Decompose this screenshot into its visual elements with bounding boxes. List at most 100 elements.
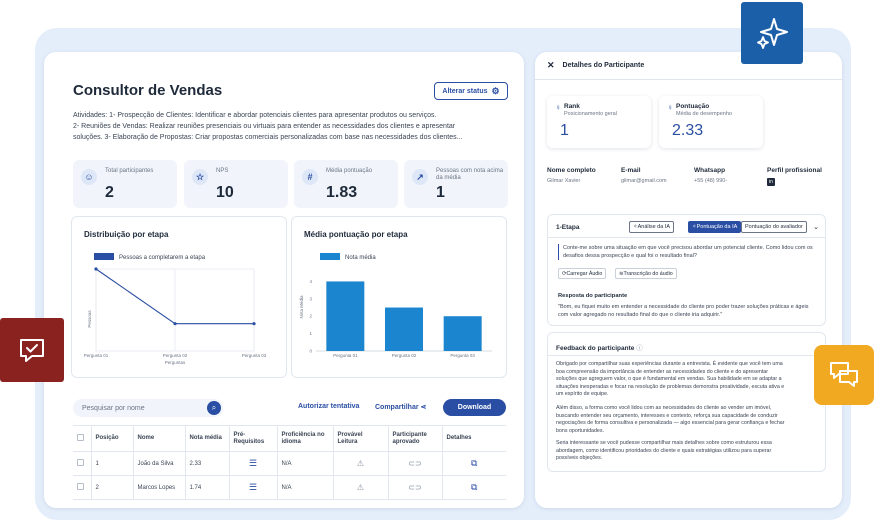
full-name-field: Nome completo Gilmar Xavier	[547, 167, 596, 184]
select-all-cell	[73, 425, 92, 452]
participant-details-panel: ✕ Detalhes do Participante ♀ Rank Posici…	[535, 52, 842, 508]
y-tick-label: 2	[309, 314, 312, 319]
info-icon[interactable]: ⓘ	[636, 345, 643, 352]
stat-label: Média pontuação	[326, 168, 373, 174]
table-row[interactable]: 2 Marcos Lopes 1.74 ☰ N/A ⚠ ⊂⊃ ⧉	[73, 475, 506, 500]
details-cell: ⧉	[442, 475, 506, 500]
button-label: Carregar Áudio	[566, 270, 603, 277]
y-tick-label: 3	[309, 296, 312, 301]
table-row[interactable]: 1 João da Silva 2.33 ☰ N/A ⚠ ⊂⊃ ⧉	[73, 451, 506, 476]
participants-table: Posição Nome Nota média Pré-Requisitos P…	[73, 425, 506, 500]
y-tick-label: 4	[309, 279, 312, 284]
toggle-icon[interactable]: ⊂⊃	[408, 483, 422, 492]
reading-cell: ⚠	[333, 451, 389, 476]
external-link-icon[interactable]: ⧉	[471, 482, 478, 492]
button-label: Transcrição do áudio	[623, 270, 673, 277]
select-all-checkbox[interactable]	[77, 433, 84, 441]
position-cell: 1	[91, 451, 134, 476]
proficiency-cell: N/A	[277, 451, 334, 476]
hash-icon: #	[302, 169, 318, 185]
close-icon[interactable]: ✕	[547, 60, 555, 70]
column-header: Nome	[133, 425, 186, 452]
stat-total-participants: ☺ Total participantes 2	[73, 160, 177, 208]
stat-label: Total participantes	[105, 168, 154, 174]
divider	[548, 237, 825, 238]
field-label: Nome completo	[547, 167, 596, 174]
whatsapp-field: Whatsapp +55 (48) 990-	[694, 167, 727, 184]
share-icon: ⋖	[420, 404, 427, 411]
row-checkbox[interactable]	[77, 459, 84, 466]
tab-ai-score[interactable]: ✧ Pontuação da IA	[688, 221, 742, 233]
stat-nps: ☆ NPS 10	[184, 160, 288, 208]
chevron-down-icon[interactable]: ⌄	[813, 224, 819, 231]
score-card: ♀ Pontuação Média de desempenho 2.33	[659, 96, 763, 148]
chart-title: Distribuição por etapa	[84, 230, 169, 239]
chart-grid	[95, 268, 255, 352]
legend-label: Pessoas a completarem a etapa	[119, 255, 206, 261]
score-cell: 2.33	[185, 451, 230, 476]
search-input[interactable]: Pesquisar por nome ⌕	[73, 399, 223, 417]
feedback-section: Feedback do participante ⓘ Obrigado por …	[547, 332, 826, 472]
activities-description: Atividades: 1- Prospecção de Clientes: I…	[73, 110, 499, 143]
position-cell: 2	[91, 475, 134, 500]
details-cell: ⧉	[442, 451, 506, 476]
sparkle-icon	[757, 18, 788, 49]
y-axis-label: Pessoas	[87, 310, 92, 328]
stat-value: 1.83	[326, 184, 358, 201]
feedback-paragraph: Obrigado por compartilhar suas experiênc…	[556, 361, 785, 397]
field-label: E-mail	[621, 167, 641, 174]
feedback-title: Feedback do participante ⓘ	[556, 342, 643, 352]
list-icon[interactable]: ☰	[248, 458, 258, 468]
row-checkbox[interactable]	[77, 483, 84, 490]
tab-evaluator-score[interactable]: Pontuação do avaliador	[741, 221, 807, 233]
warning-icon: ⚠	[356, 459, 365, 468]
download-button[interactable]: Download	[443, 399, 506, 416]
job-overview-card: Consultor de Vendas Alterar status ⚙ Ati…	[44, 52, 524, 508]
share-button[interactable]: Compartilhar ⋖	[375, 403, 426, 411]
approved-cell: ⊂⊃	[388, 451, 443, 476]
approved-cell: ⊂⊃	[388, 475, 443, 500]
linkedin-icon[interactable]: in	[767, 178, 775, 186]
search-placeholder: Pesquisar por nome	[82, 404, 145, 412]
data-point	[94, 267, 98, 271]
x-axis-label: Perguntas	[165, 360, 186, 365]
legend-swatch	[320, 253, 340, 260]
score-cell: 1.74	[185, 475, 230, 500]
row-select-cell	[73, 451, 92, 476]
x-tick-label: Pergunta 02	[392, 353, 417, 358]
field-value: gilmar@gmail.com	[621, 178, 667, 184]
external-link-icon[interactable]: ⧉	[471, 458, 478, 468]
authorize-attempt-button[interactable]: Autorizar tentativa	[298, 403, 360, 410]
users-icon: ☺	[81, 169, 97, 185]
audio-transcription-button[interactable]: ≋ Transcrição do áudio	[615, 268, 677, 279]
load-audio-button[interactable]: ⟳ Carregar Áudio	[558, 268, 607, 279]
change-status-button[interactable]: Alterar status ⚙	[434, 82, 508, 100]
gear-icon: ⚙	[491, 85, 500, 96]
metric-value: 2.33	[672, 122, 704, 139]
tab-ai-analysis[interactable]: ✧ Análise da IA	[629, 221, 675, 233]
warning-icon: ⚠	[356, 483, 365, 492]
toggle-icon[interactable]: ⊂⊃	[408, 459, 422, 468]
stage-section: 1-Etapa ✧ Análise da IA ✧ Pontuação da I…	[547, 214, 826, 326]
metric-subtitle: Posicionamento geral	[564, 111, 617, 117]
column-header: Proficiência no idioma	[277, 425, 334, 452]
table-header-row: Posição Nome Nota média Pré-Requisitos P…	[73, 425, 506, 452]
column-header: Provável Leitura	[333, 425, 389, 452]
bar	[326, 281, 365, 351]
metric-subtitle: Média de desempenho	[676, 111, 732, 117]
y-axis-label: Nota Média	[299, 295, 304, 319]
average-score-chart: Média pontuação por etapa Nota média Not…	[291, 216, 507, 378]
y-tick-label: 1	[309, 331, 312, 336]
prerequisites-cell: ☰	[229, 451, 278, 476]
feedback-title-text: Feedback do participante	[556, 345, 635, 352]
tab-label: Pontuação do avaliador	[745, 224, 803, 230]
status-button-label: Alterar status	[442, 87, 488, 95]
list-icon[interactable]: ☰	[248, 482, 258, 492]
panel-header: ✕ Detalhes do Participante	[535, 52, 842, 80]
data-point	[173, 322, 177, 326]
field-value: Gilmar Xavier	[547, 178, 581, 184]
chat-check-badge	[0, 318, 64, 382]
column-header: Participante aprovado	[388, 425, 443, 452]
search-icon[interactable]: ⌕	[207, 401, 221, 415]
stage-title: 1-Etapa	[556, 224, 580, 231]
